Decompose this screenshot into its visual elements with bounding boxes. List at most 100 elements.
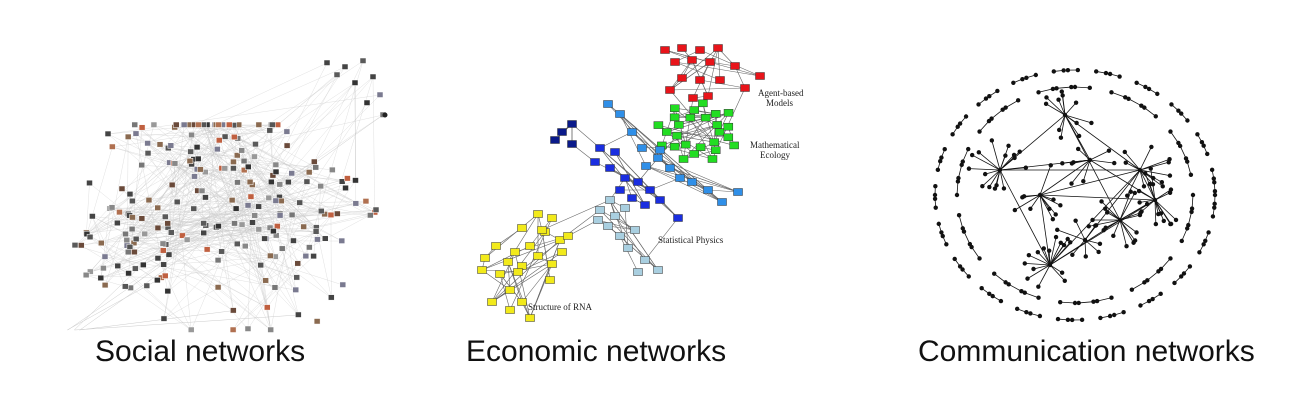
communication-node (1046, 248, 1052, 253)
social-edge (92, 216, 268, 308)
communication-node (1081, 178, 1086, 184)
communication-node (1069, 161, 1075, 166)
communication-edge (999, 169, 1005, 189)
communication-node (1152, 197, 1158, 203)
social-node-photo (144, 150, 152, 157)
social-node-photo (288, 211, 296, 218)
economic-edge (649, 177, 681, 191)
communication-node (1047, 206, 1052, 212)
communication-node (1003, 153, 1008, 158)
communication-edge (1039, 169, 1141, 196)
communication-edge (1038, 88, 1053, 93)
social-node-photo (276, 212, 284, 219)
social-node-photo (341, 63, 349, 70)
economic-node (695, 143, 706, 151)
economic-edge (507, 261, 531, 319)
communication-node (1075, 67, 1081, 73)
communication-node (1024, 310, 1029, 315)
economic-node (513, 268, 523, 276)
communication-node (1022, 290, 1027, 295)
communication-node (1197, 250, 1202, 255)
communication-node (950, 132, 955, 137)
economic-node (517, 224, 527, 232)
communication-node (1168, 221, 1173, 227)
social-edge (226, 124, 249, 206)
communication-node (1061, 242, 1067, 248)
communication-node (1212, 205, 1217, 210)
communication-edge (1049, 199, 1156, 266)
social-node-photo (154, 255, 162, 262)
communication-node (1055, 316, 1061, 322)
communication-edge (1139, 169, 1145, 187)
economic-node (495, 270, 505, 278)
social-edge (131, 124, 227, 230)
communication-node (1181, 271, 1187, 276)
economic-node (547, 214, 557, 222)
social-node-photo (305, 169, 313, 176)
communication-node (939, 155, 944, 160)
social-edge (203, 124, 268, 308)
social-node-photo (191, 173, 198, 180)
social-node-photo (246, 178, 254, 185)
social-node-photo (296, 199, 303, 206)
communication-node (1111, 312, 1117, 318)
economic-node (525, 242, 535, 250)
social-node-photo (198, 187, 206, 194)
social-node-photo (215, 223, 222, 230)
social-node-photo (272, 168, 280, 175)
social-node-photo (194, 155, 202, 162)
communication-node (995, 88, 1000, 94)
label-mathematical-ecology-line2: Ecology (760, 150, 790, 160)
communication-edge (1119, 192, 1136, 221)
communication-node (1159, 179, 1165, 185)
social-edge (86, 168, 222, 235)
communication-node (1137, 200, 1142, 205)
social-node-photo (203, 246, 211, 253)
communication-node (976, 102, 981, 107)
economic-node (669, 113, 680, 122)
economic-node (557, 128, 567, 136)
communication-node (982, 171, 988, 177)
economic-node (723, 109, 734, 117)
economic-node (630, 226, 640, 234)
communication-node (1128, 189, 1133, 194)
communication-node (1109, 295, 1114, 300)
social-edge (74, 124, 208, 246)
communication-edge (982, 169, 1001, 187)
communication-node (1069, 181, 1074, 186)
communication-edge (1074, 86, 1090, 89)
social-edge (111, 207, 271, 331)
communication-node (960, 226, 965, 231)
communication-edge (1058, 114, 1066, 131)
social-node-photo (187, 326, 195, 333)
social-node-photo (245, 163, 252, 170)
communication-node (1090, 217, 1095, 223)
social-node-photo (257, 262, 264, 269)
social-edge (250, 131, 288, 198)
social-node-photo (131, 121, 138, 128)
social-edge (168, 170, 245, 256)
economic-node (480, 254, 490, 262)
economic-edge (481, 245, 531, 271)
social-node-photo (124, 133, 132, 140)
social-edge (305, 60, 364, 257)
communication-node (1134, 230, 1139, 235)
social-edge (247, 287, 276, 330)
economic-node (603, 222, 613, 230)
communication-edge (1039, 159, 1091, 196)
communication-node (1025, 276, 1030, 281)
social-edge (277, 226, 283, 249)
social-edge (293, 231, 317, 242)
social-edge (191, 135, 203, 192)
social-edge (232, 256, 314, 331)
social-edge (277, 167, 316, 227)
social-node-photo (244, 325, 252, 332)
social-node-photo (162, 213, 169, 220)
social-edge (237, 138, 310, 173)
communication-node (1126, 96, 1131, 101)
economic-node (640, 201, 650, 209)
communication-node (1167, 173, 1173, 178)
communication-edge (971, 246, 980, 259)
communication-node (1168, 256, 1173, 261)
social-node-photo (283, 142, 291, 149)
